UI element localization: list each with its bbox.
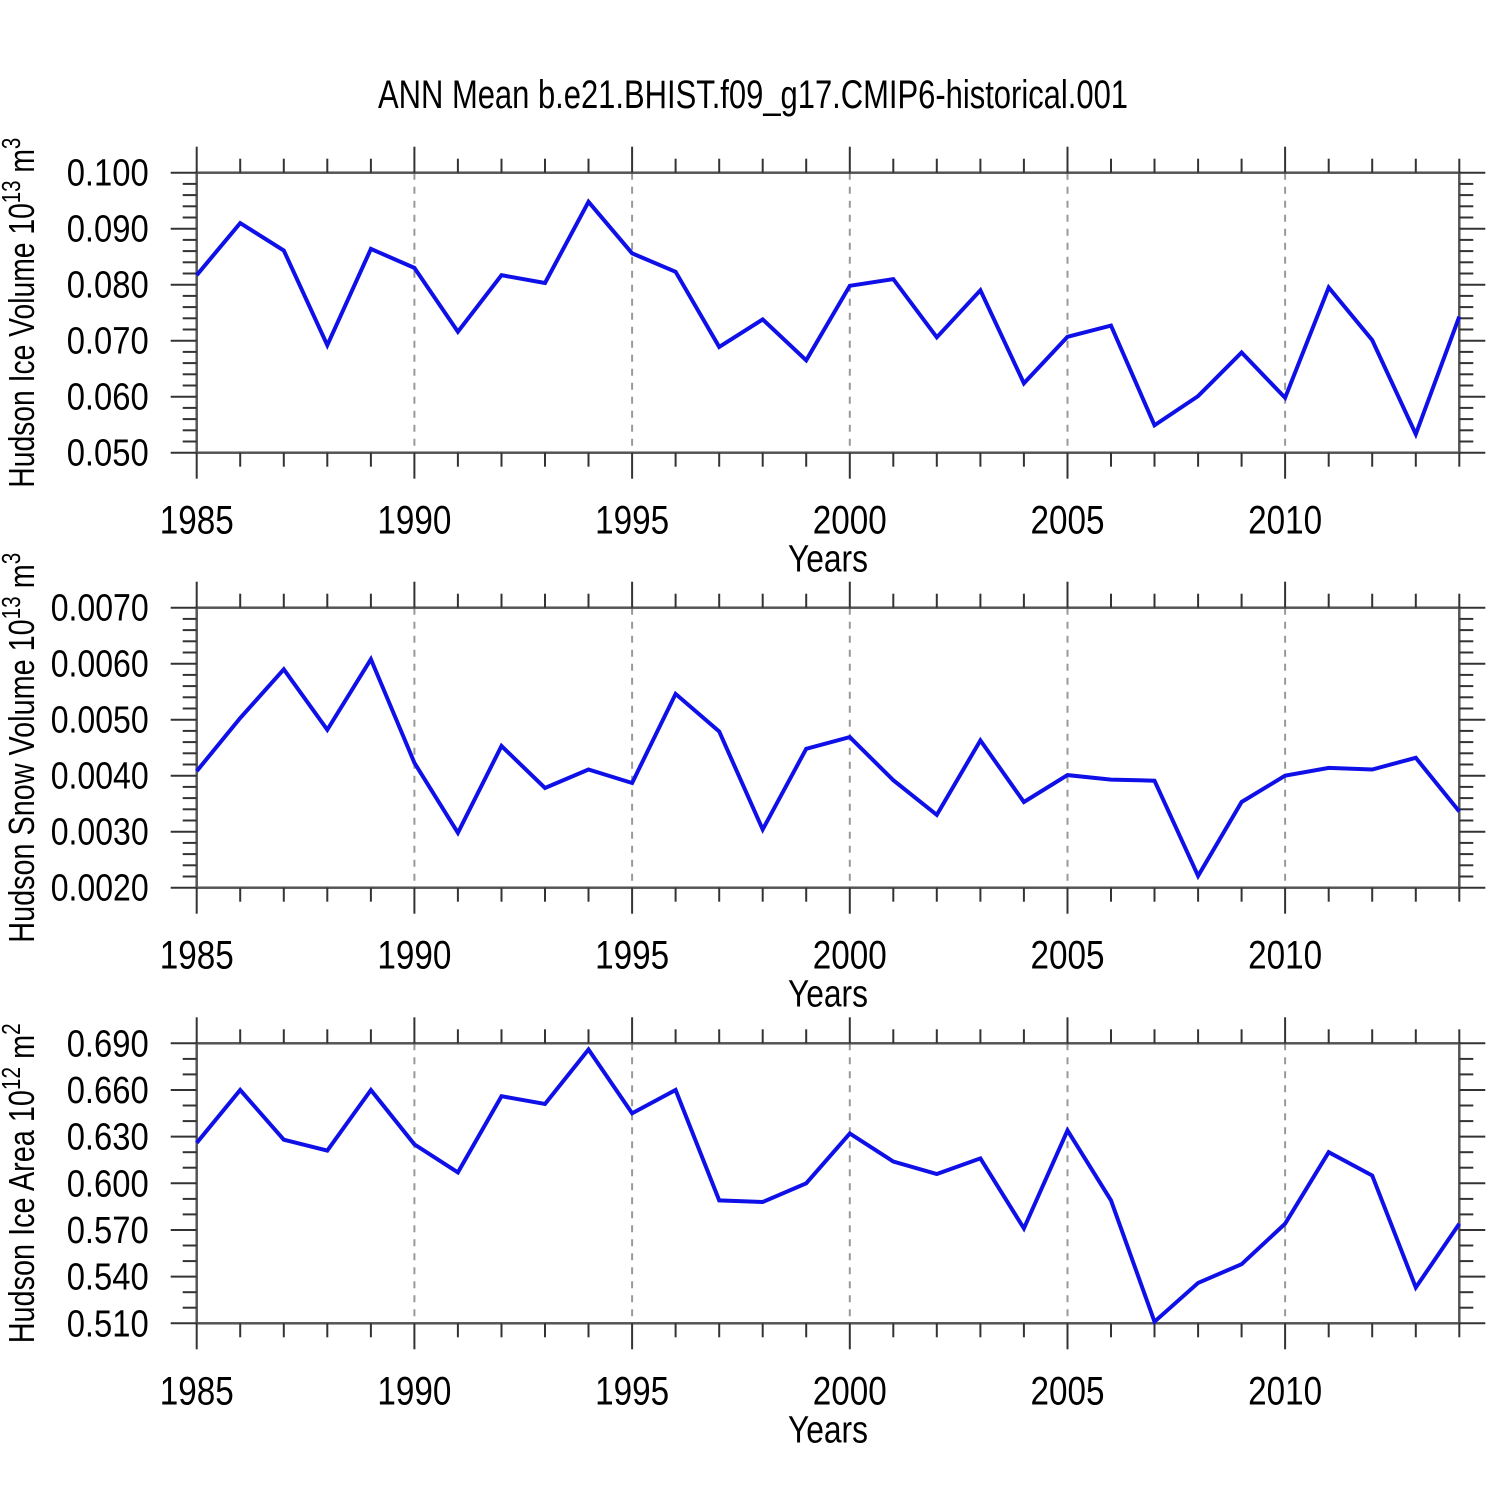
y-tick-label: 0.540 xyxy=(67,1257,149,1299)
y-tick-label: 0.0030 xyxy=(51,812,149,854)
x-tick-label: 1985 xyxy=(160,1369,234,1413)
y-tick-label: 0.100 xyxy=(67,153,149,195)
x-tick-label: 2000 xyxy=(813,1369,887,1413)
x-tick-label: 1985 xyxy=(160,499,234,543)
x-tick-label: 2005 xyxy=(1031,499,1105,543)
y-tick-label: 0.690 xyxy=(67,1023,149,1065)
y-axis-title-superscript: 13 xyxy=(0,596,26,619)
x-axis-title: Years xyxy=(788,974,868,1016)
x-tick-label: 1990 xyxy=(377,934,451,978)
x-axis-title: Years xyxy=(788,1409,868,1451)
y-axis-title-superscript: 12 xyxy=(0,1067,26,1090)
y-tick-label: 0.0040 xyxy=(51,756,149,798)
x-tick-label: 1985 xyxy=(160,934,234,978)
y-tick-label: 0.0070 xyxy=(51,588,149,630)
charts-root: 0.050 0.060 0.070 0.080 0.090 0.100 1985 1990 19… xyxy=(0,138,1486,1451)
y-tick-label: 0.0050 xyxy=(51,700,149,742)
y-tick-label: 0.090 xyxy=(67,209,149,251)
x-tick-label: 1995 xyxy=(595,1369,669,1413)
y-axis-title-text: m xyxy=(1,1035,42,1067)
data-line-hudson-ice-volume xyxy=(195,198,1462,440)
plot-frame xyxy=(195,1042,1461,1325)
y-tick-label: 0.510 xyxy=(67,1303,149,1345)
y-axis-title-text: Hudson Ice Area 10 xyxy=(1,1090,42,1343)
x-tick-label: 1995 xyxy=(595,934,669,978)
y-tick-label: 0.0020 xyxy=(51,868,149,910)
y-tick-label: 0.080 xyxy=(67,265,149,307)
y-axis-title-text: Hudson Ice Volume 10 xyxy=(1,203,42,488)
y-axis-title: Hudson Ice Volume 1013 m3 xyxy=(0,138,42,488)
data-line-hudson-ice-area xyxy=(195,1046,1461,1326)
x-tick-label: 1995 xyxy=(595,499,669,543)
y-tick-label: 0.070 xyxy=(67,321,149,363)
chart-hudson-ice-volume: 0.050 0.060 0.070 0.080 0.090 0.100 1985 1990 19… xyxy=(0,138,1486,581)
x-tick-label: 2005 xyxy=(1031,934,1105,978)
y-tick-label: 0.060 xyxy=(67,377,149,419)
y-axis-title-superscript: 3 xyxy=(0,138,26,149)
y-tick-label: 0.630 xyxy=(67,1117,149,1159)
y-axis-title-superscript: 13 xyxy=(0,180,26,203)
y-tick-label: 0.050 xyxy=(67,433,149,475)
x-tick-label: 2005 xyxy=(1031,1369,1105,1413)
y-axis-title: Hudson Ice Area 1012 m2 xyxy=(0,1023,42,1343)
y-axis-title-text: m xyxy=(1,564,42,596)
y-axis-title-superscript: 2 xyxy=(0,1023,26,1035)
data-line-hudson-snow-volume xyxy=(195,654,1461,881)
x-tick-label: 1990 xyxy=(377,499,451,543)
x-tick-label: 2010 xyxy=(1248,499,1322,543)
y-axis-title-superscript: 3 xyxy=(0,553,26,565)
y-axis-title-text: m xyxy=(1,149,42,180)
plot-frame xyxy=(195,171,1461,454)
y-tick-label: 0.0060 xyxy=(51,644,149,686)
plot-frame xyxy=(195,606,1461,889)
y-axis-title-text: Hudson Snow Volume 10 xyxy=(1,619,42,942)
x-axis-title: Years xyxy=(788,539,868,581)
y-tick-label: 0.600 xyxy=(67,1163,149,1205)
x-tick-label: 2010 xyxy=(1248,1369,1322,1413)
x-tick-label: 2000 xyxy=(813,499,887,543)
y-axis-title: Hudson Snow Volume 1013 m3 xyxy=(0,553,42,943)
x-tick-label: 2000 xyxy=(813,934,887,978)
chart-hudson-snow-volume: 0.0020 0.0030 0.0040 0.0050 0.0060 0.0070 1985… xyxy=(0,553,1486,1016)
x-tick-label: 1990 xyxy=(377,1369,451,1413)
x-tick-label: 2010 xyxy=(1248,934,1322,978)
y-tick-label: 0.570 xyxy=(67,1210,149,1252)
page-title: ANN Mean b.e21.BHIST.f09_g17.CMIP6-histo… xyxy=(378,73,1128,117)
y-tick-label: 0.660 xyxy=(67,1070,149,1112)
